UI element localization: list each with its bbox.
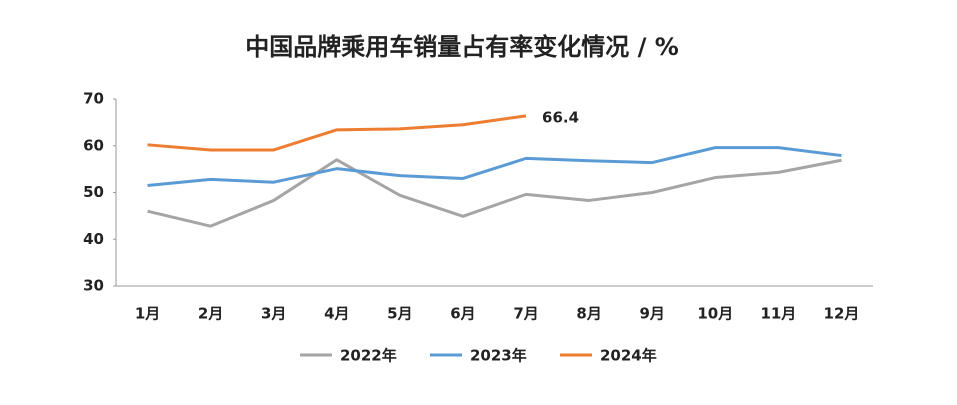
- legend-label: 2024年: [600, 347, 657, 365]
- x-tick-label: 8月: [576, 305, 601, 323]
- x-tick-label: 2月: [198, 305, 223, 323]
- x-tick-label: 4月: [324, 305, 349, 323]
- data-label: 66.4: [542, 108, 579, 126]
- y-tick-label: 30: [83, 277, 104, 295]
- legend-label: 2023年: [470, 347, 527, 365]
- y-tick-label: 70: [83, 90, 104, 108]
- x-tick-label: 10月: [697, 305, 733, 323]
- x-tick-label: 11月: [760, 305, 796, 323]
- x-tick-label: 12月: [824, 305, 860, 323]
- series-line: [147, 114, 527, 152]
- x-tick-label: 1月: [135, 305, 160, 323]
- series-line: [147, 158, 842, 228]
- x-tick-label: 5月: [387, 305, 412, 323]
- x-tick-label: 6月: [450, 305, 475, 323]
- x-tick-label: 9月: [639, 305, 664, 323]
- y-tick-label: 40: [83, 230, 104, 248]
- x-tick-label: 3月: [261, 305, 286, 323]
- series-line: [147, 146, 842, 187]
- x-tick-label: 7月: [513, 305, 538, 323]
- y-tick-label: 60: [83, 136, 104, 154]
- y-tick-label: 50: [83, 183, 104, 201]
- legend-label: 2022年: [340, 347, 397, 365]
- chart-title: 中国品牌乘用车销量占有率变化情况 / %: [245, 33, 679, 61]
